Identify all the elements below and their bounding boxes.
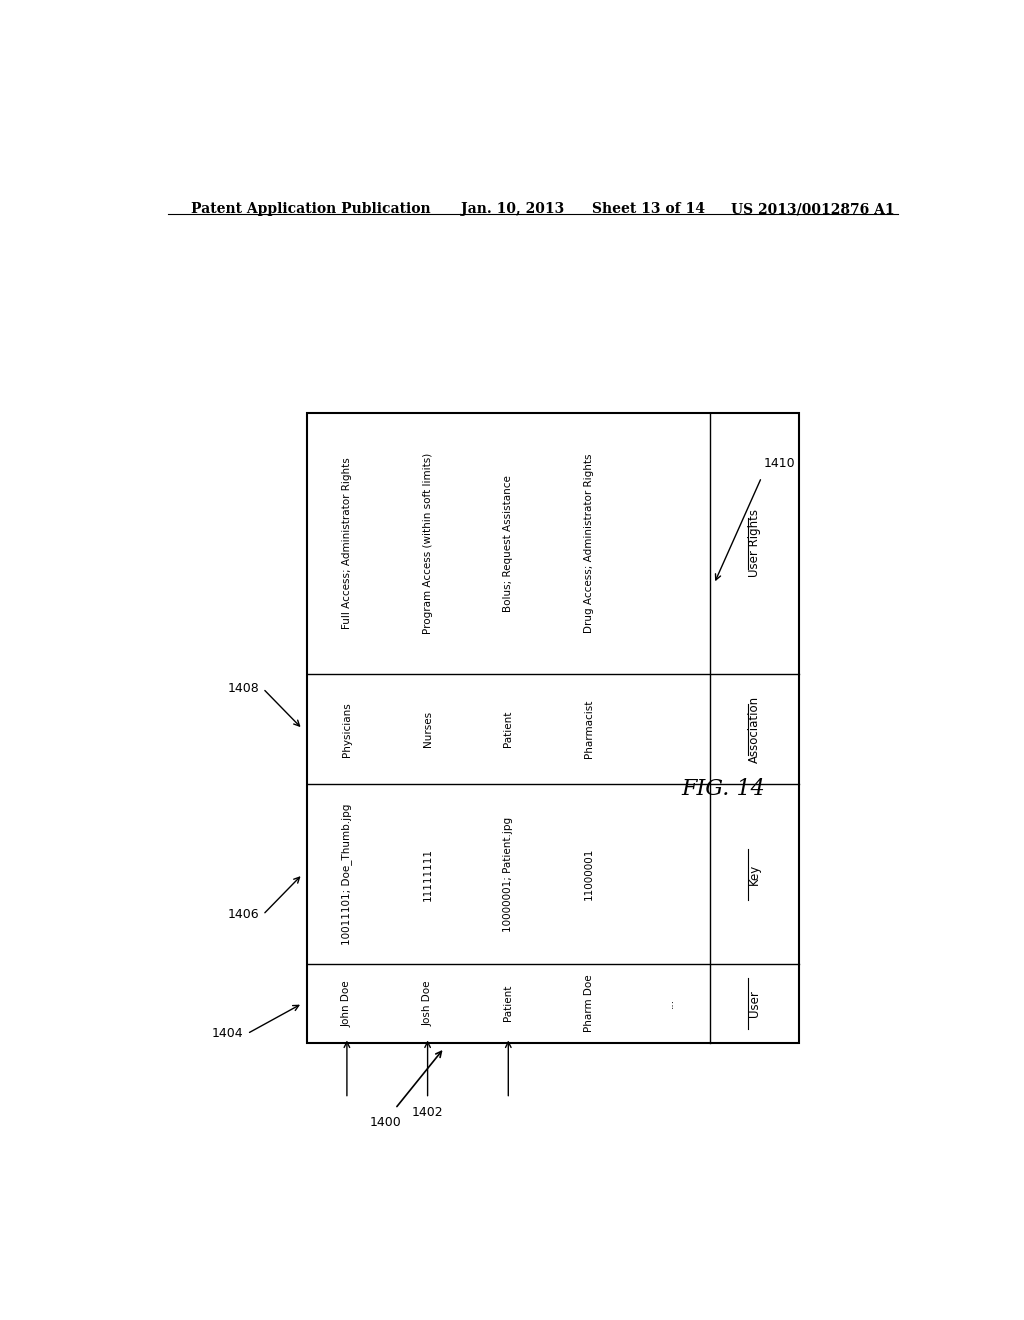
Text: Josh Doe: Josh Doe <box>423 981 432 1026</box>
Text: Full Access; Administrator Rights: Full Access; Administrator Rights <box>342 458 352 630</box>
Text: Physicians: Physicians <box>342 702 352 756</box>
Text: 1408: 1408 <box>227 682 259 696</box>
Text: FIG. 14: FIG. 14 <box>681 777 765 800</box>
Text: 1410: 1410 <box>764 457 796 470</box>
Text: Bolus; Request Assistance: Bolus; Request Assistance <box>503 475 513 611</box>
Text: Key: Key <box>748 863 761 884</box>
Text: 1402: 1402 <box>412 1106 443 1118</box>
Text: Pharmacist: Pharmacist <box>584 700 594 759</box>
Text: Association: Association <box>748 696 761 763</box>
Text: Sheet 13 of 14: Sheet 13 of 14 <box>592 202 706 216</box>
Text: John Doe: John Doe <box>342 979 352 1027</box>
Text: 10011101; Doe_Thumb.jpg: 10011101; Doe_Thumb.jpg <box>341 804 352 945</box>
Text: 1400: 1400 <box>370 1115 401 1129</box>
Text: Patent Application Publication: Patent Application Publication <box>191 202 431 216</box>
Text: Program Access (within soft limits): Program Access (within soft limits) <box>423 453 432 634</box>
Text: Patient: Patient <box>503 985 513 1022</box>
Text: Pharm Doe: Pharm Doe <box>584 974 594 1032</box>
Text: US 2013/0012876 A1: US 2013/0012876 A1 <box>731 202 895 216</box>
Text: 10000001; Patient.jpg: 10000001; Patient.jpg <box>503 817 513 932</box>
Text: 11000001: 11000001 <box>584 847 594 900</box>
Text: 11111111: 11111111 <box>423 847 432 900</box>
Text: User: User <box>748 990 761 1016</box>
Bar <box>306 413 799 1043</box>
Text: Drug Access; Administrator Rights: Drug Access; Administrator Rights <box>584 454 594 634</box>
Text: 1404: 1404 <box>211 1027 243 1040</box>
Text: Nurses: Nurses <box>423 711 432 747</box>
Text: Jan. 10, 2013: Jan. 10, 2013 <box>461 202 564 216</box>
Text: ...: ... <box>665 998 675 1008</box>
Text: 1406: 1406 <box>227 908 259 921</box>
Text: Patient: Patient <box>503 711 513 747</box>
Text: User Rights: User Rights <box>748 510 761 577</box>
